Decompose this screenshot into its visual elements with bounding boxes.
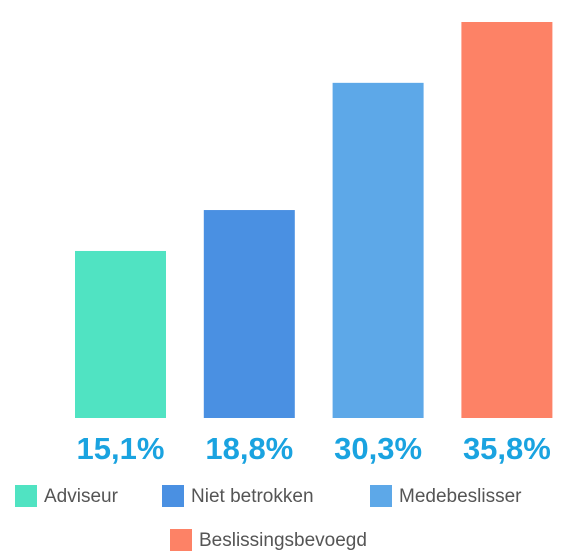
legend-label: Beslissingsbevoegd <box>199 530 367 551</box>
bar <box>332 82 424 419</box>
legend-swatch <box>370 485 392 507</box>
legend-label: Adviseur <box>44 486 119 507</box>
value-label: 18,8% <box>205 431 293 466</box>
legend-label: Niet betrokken <box>191 486 314 507</box>
value-label: 15,1% <box>77 431 165 466</box>
legend-swatch <box>15 485 37 507</box>
bar <box>461 22 553 418</box>
legend-swatch <box>162 485 184 507</box>
legend-swatch <box>170 529 192 551</box>
bar <box>203 210 295 418</box>
bar <box>75 250 166 418</box>
value-label: 30,3% <box>334 431 422 466</box>
legend-label: Medebeslisser <box>399 486 522 507</box>
value-label: 35,8% <box>463 431 551 466</box>
